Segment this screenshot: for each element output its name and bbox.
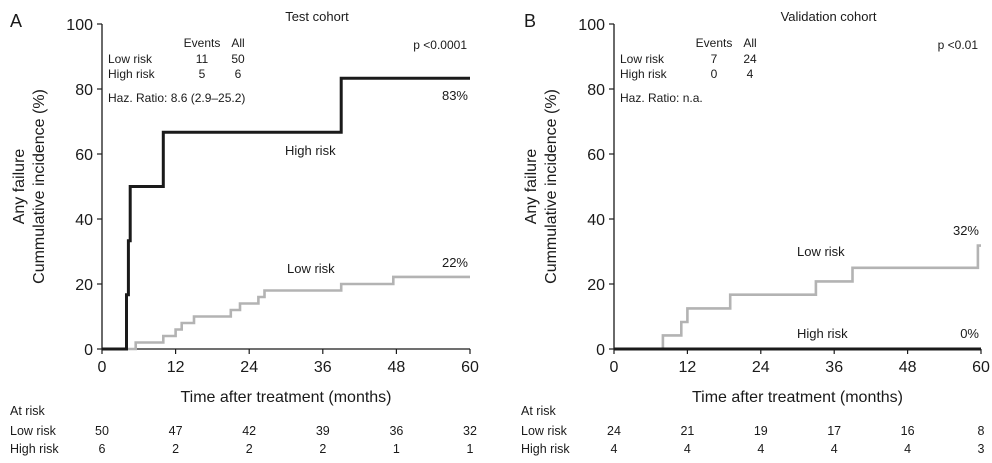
panel-b-end-label-low-risk: 32% xyxy=(953,223,979,238)
panel-a-legend-high-risk-events: 5 xyxy=(199,67,206,81)
panel-b-at-risk-low-risk-value: 16 xyxy=(901,424,915,438)
panel-b-at-risk-low-risk-value: 19 xyxy=(754,424,768,438)
panel-b-at-risk-high-risk-label: High risk xyxy=(521,442,570,456)
panel-b-legend-header-events: Events xyxy=(696,36,733,50)
panel-b-x-tick-label: 36 xyxy=(825,359,843,376)
panel-b-legend-header-all: All xyxy=(743,36,756,50)
panel-a-at-risk-header: At risk xyxy=(10,404,45,418)
panel-a-series-high-risk xyxy=(102,76,470,351)
panel-a-hazard-ratio: Haz. Ratio: 8.6 (2.9–25.2) xyxy=(108,91,245,105)
panel-b-at-risk-high-risk-value: 4 xyxy=(684,442,691,456)
panel-a-at-risk-low-risk-value: 36 xyxy=(389,424,403,438)
panel-a-y-label-line1: Any failure xyxy=(11,149,28,225)
panel-a-at-risk-high-risk-value: 2 xyxy=(172,442,179,456)
panel-a-at-risk-low-risk-value: 42 xyxy=(242,424,256,438)
panel-a-y-tick-label: 40 xyxy=(75,212,93,229)
panel-a-x-label: Time after treatment (months) xyxy=(180,389,391,406)
panel-b-at-risk-low-risk-value: 8 xyxy=(978,424,985,438)
panel-b-x-tick-label: 48 xyxy=(899,359,917,376)
panel-b-p-value: p <0.01 xyxy=(938,38,979,52)
panel-b-at-risk-high-risk-value: 4 xyxy=(831,442,838,456)
panel-a-at-risk-low-risk-label: Low risk xyxy=(10,424,57,438)
panel-a-legend-header-events: Events xyxy=(184,36,221,50)
panel-a-legend-header-all: All xyxy=(231,36,244,50)
panel-b-y-label-line1: Any failure xyxy=(523,149,540,225)
panel-a-at-risk-low-risk-value: 47 xyxy=(169,424,183,438)
panel-b-x-tick-label: 24 xyxy=(752,359,770,376)
panel-a-y-tick-label: 20 xyxy=(75,277,93,294)
panel-a-at-risk-high-risk-value: 2 xyxy=(319,442,326,456)
panel-b-legend-low-risk-label: Low risk xyxy=(620,52,665,66)
panel-a-at-risk-high-risk-value: 2 xyxy=(246,442,253,456)
panel-a-at-risk-low-risk-value: 50 xyxy=(95,424,109,438)
panel-b-title: Validation cohort xyxy=(781,9,877,24)
panel-b-at-risk-header: At risk xyxy=(521,404,556,418)
panel-b-curve-label-high-risk: High risk xyxy=(797,326,848,341)
panel-b-at-risk-high-risk-value: 3 xyxy=(978,442,985,456)
panel-b-at-risk-high-risk-value: 4 xyxy=(904,442,911,456)
panel-a-legend-low-risk-all: 50 xyxy=(231,52,245,66)
panel-a-at-risk-low-risk-value: 32 xyxy=(463,424,477,438)
panel-a-at-risk-high-risk-value: 1 xyxy=(467,442,474,456)
panel-b-legend-low-risk-all: 24 xyxy=(743,52,757,66)
panel-b-at-risk-low-risk-value: 21 xyxy=(680,424,694,438)
panel-b-legend-low-risk-events: 7 xyxy=(711,52,718,66)
panel-b-y-tick-label: 40 xyxy=(587,212,605,229)
panel-b-y-label-line2: Cummulative incidence (%) xyxy=(543,89,560,284)
panel-b-x-label: Time after treatment (months) xyxy=(692,389,903,406)
panel-a-x-tick-label: 24 xyxy=(240,359,258,376)
panel-b-curve-label-low-risk: Low risk xyxy=(797,244,845,259)
panel-a-title: Test cohort xyxy=(285,9,349,24)
panel-b-series-low-risk xyxy=(614,244,981,351)
panel-b-y-tick-label: 80 xyxy=(587,82,605,99)
panel-a-curve-label-low-risk: Low risk xyxy=(287,261,335,276)
panel-a-at-risk-high-risk-value: 6 xyxy=(99,442,106,456)
panel-b-y-tick-label: 60 xyxy=(587,147,605,164)
panel-b-legend-high-risk-events: 0 xyxy=(711,67,718,81)
panel-a-legend-low-risk-label: Low risk xyxy=(108,52,153,66)
panel-a-x-tick-label: 60 xyxy=(461,359,479,376)
panel-b-y-tick-label: 20 xyxy=(587,277,605,294)
panel-a-y-tick-label: 60 xyxy=(75,147,93,164)
panel-a-end-label-high-risk: 83% xyxy=(442,88,468,103)
panel-b-legend-high-risk-label: High risk xyxy=(620,67,668,81)
panel-b-at-risk-low-risk-value: 17 xyxy=(827,424,841,438)
panel-b-letter: B xyxy=(524,11,536,31)
panel-a-at-risk-high-risk-value: 1 xyxy=(393,442,400,456)
panel-a-x-tick-label: 48 xyxy=(388,359,406,376)
panel-a-legend-high-risk-label: High risk xyxy=(108,67,156,81)
panel-a-y-label-line2: Cummulative incidence (%) xyxy=(31,89,48,284)
panel-a-y-tick-label: 100 xyxy=(66,17,93,34)
panel-b-at-risk-low-risk-label: Low risk xyxy=(521,424,568,438)
panel-a-p-value: p <0.0001 xyxy=(413,38,467,52)
panel-b-end-label-high-risk: 0% xyxy=(960,326,979,341)
panel-a-y-tick-label: 80 xyxy=(75,82,93,99)
panel-b-at-risk-high-risk-value: 4 xyxy=(611,442,618,456)
panel-b-at-risk-high-risk-value: 4 xyxy=(757,442,764,456)
panel-a-legend-high-risk-all: 6 xyxy=(235,67,242,81)
panel-b-y-tick-label: 100 xyxy=(578,17,605,34)
panel-a-x-tick-label: 12 xyxy=(167,359,185,376)
panel-b-x-tick-label: 60 xyxy=(972,359,990,376)
panel-a-letter: A xyxy=(10,11,22,31)
panel-b-legend-high-risk-all: 4 xyxy=(747,67,754,81)
panel-a-x-tick-label: 0 xyxy=(98,359,107,376)
panel-b-y-tick-label: 0 xyxy=(596,342,605,359)
panel-b-hazard-ratio: Haz. Ratio: n.a. xyxy=(620,91,703,105)
panel-a-end-label-low-risk: 22% xyxy=(442,255,468,270)
panel-b-x-tick-label: 0 xyxy=(610,359,619,376)
panel-a-series-low-risk xyxy=(102,275,470,351)
panel-a-x-tick-label: 36 xyxy=(314,359,332,376)
panel-a-y-tick-label: 0 xyxy=(84,342,93,359)
panel-b-at-risk-low-risk-value: 24 xyxy=(607,424,621,438)
panel-a-curve-label-high-risk: High risk xyxy=(285,143,336,158)
panel-a-legend-low-risk-events: 11 xyxy=(196,52,209,66)
panel-b-x-tick-label: 12 xyxy=(679,359,697,376)
panel-a-at-risk-high-risk-label: High risk xyxy=(10,442,59,456)
panel-a-at-risk-low-risk-value: 39 xyxy=(316,424,330,438)
